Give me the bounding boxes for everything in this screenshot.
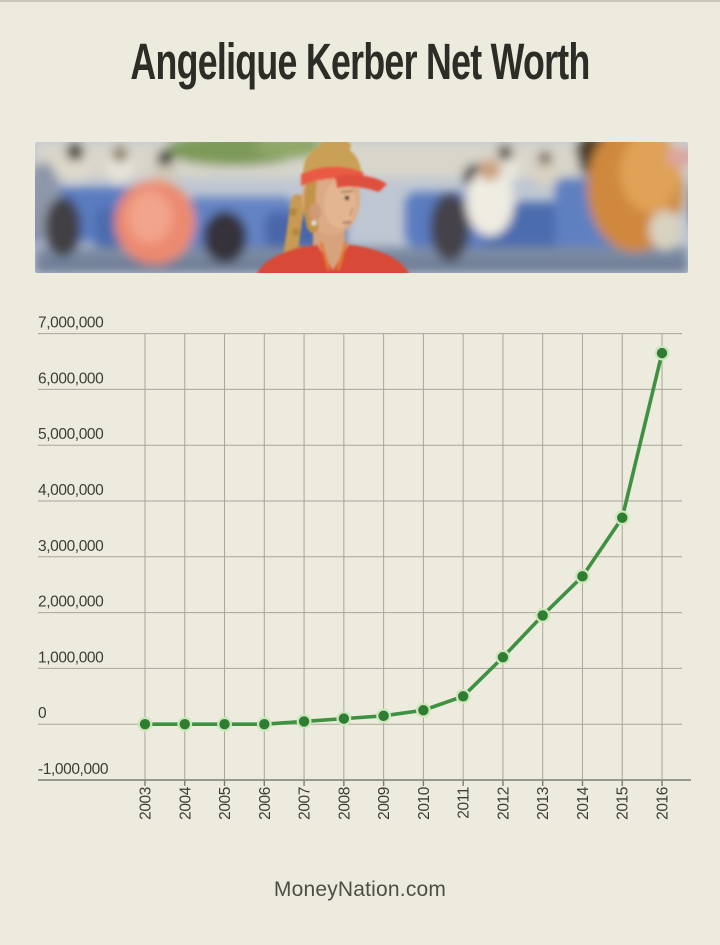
x-axis-year-label: 2008 xyxy=(336,787,353,820)
x-axis-year-label: 2003 xyxy=(138,787,155,820)
player-eye xyxy=(344,195,350,201)
y-axis-tick-label: -1,000,000 xyxy=(38,761,109,778)
x-axis-year-label: 2016 xyxy=(655,787,672,820)
data-point-2011 xyxy=(455,688,471,704)
foliage-blob xyxy=(255,142,325,159)
data-point-2010 xyxy=(415,702,431,718)
braid-strand xyxy=(292,228,300,236)
x-axis-year-label: 2009 xyxy=(376,787,393,820)
stadium-crowd-background xyxy=(35,142,688,273)
data-point-2008 xyxy=(336,711,352,727)
kerber-photo-illustration xyxy=(35,142,688,273)
crowd-head xyxy=(66,143,84,161)
x-axis-year-label: 2010 xyxy=(416,786,433,820)
y-axis-tick-label: 4,000,000 xyxy=(38,482,104,499)
seated-figure xyxy=(430,193,470,261)
data-point-2004 xyxy=(177,716,193,732)
x-axis-year-label: 2005 xyxy=(217,787,234,820)
data-point-2007 xyxy=(296,714,312,729)
data-point-2015 xyxy=(614,510,630,526)
data-point-2003 xyxy=(137,716,153,732)
player-visor-brim xyxy=(335,175,387,192)
crowd-head xyxy=(538,151,552,165)
warm-glow-highlight xyxy=(620,142,680,212)
source-attribution: MoneyNation.com xyxy=(273,878,447,901)
player-ear xyxy=(309,203,321,221)
top-edge-line xyxy=(0,0,720,2)
x-axis-year-label: 2012 xyxy=(495,787,512,820)
page-title: Angelique Kerber Net Worth xyxy=(130,33,590,90)
player-mouth xyxy=(342,221,352,224)
y-axis-tick-label: 0 xyxy=(38,705,47,722)
player-nose xyxy=(349,207,354,217)
x-axis-year-label: 2007 xyxy=(297,787,314,820)
coral-towel-highlight xyxy=(128,191,172,243)
y-axis-tick-label: 2,000,000 xyxy=(38,594,104,611)
data-point-2016 xyxy=(654,345,670,361)
x-axis-year-label: 2015 xyxy=(615,787,632,820)
y-axis-tick-label: 5,000,000 xyxy=(38,426,104,443)
player-brow xyxy=(340,190,354,193)
y-axis-tick-label: 7,000,000 xyxy=(38,315,104,332)
crowd-blob xyxy=(666,147,688,167)
crowd-blob xyxy=(532,157,558,187)
player-figure xyxy=(257,142,409,273)
x-axis-year-label: 2011 xyxy=(456,787,473,819)
braid-strand xyxy=(289,208,297,216)
seated-figure xyxy=(203,211,247,263)
data-point-2013 xyxy=(535,607,551,623)
crowd-head xyxy=(112,146,128,162)
data-point-2005 xyxy=(217,716,232,732)
player-visor-band xyxy=(301,166,365,186)
data-point-2006 xyxy=(256,716,272,732)
player-earring xyxy=(311,220,317,226)
player-chest-skin xyxy=(317,244,349,270)
crowd-blob xyxy=(106,151,134,183)
crowd-head xyxy=(157,150,173,166)
data-point-2014 xyxy=(575,568,590,584)
kerber-photo xyxy=(35,142,688,273)
crowd-blob xyxy=(152,158,178,186)
y-axis-tick-label: 1,000,000 xyxy=(38,649,104,666)
data-point-2009 xyxy=(376,708,392,724)
seated-figure xyxy=(45,197,81,257)
white-shirt-figure xyxy=(466,168,514,236)
x-axis-year-label: 2013 xyxy=(535,787,552,820)
crowd-figure xyxy=(649,210,681,250)
x-axis-year-label: 2014 xyxy=(575,786,592,820)
crowd-head xyxy=(497,145,513,161)
data-point-2012 xyxy=(495,649,511,665)
y-axis-tick-label: 6,000,000 xyxy=(38,370,104,387)
networth-chart: 7,000,000 6,000,000 5,000,000 4,000,000 3,00… xyxy=(38,315,691,820)
player-lanyard xyxy=(336,241,348,271)
x-axis-year-label: 2004 xyxy=(177,786,194,820)
x-axis-year-label: 2006 xyxy=(257,787,274,820)
y-axis-tick-label: 3,000,000 xyxy=(38,538,104,555)
player-lanyard xyxy=(319,241,331,271)
crowd-head xyxy=(479,159,501,181)
